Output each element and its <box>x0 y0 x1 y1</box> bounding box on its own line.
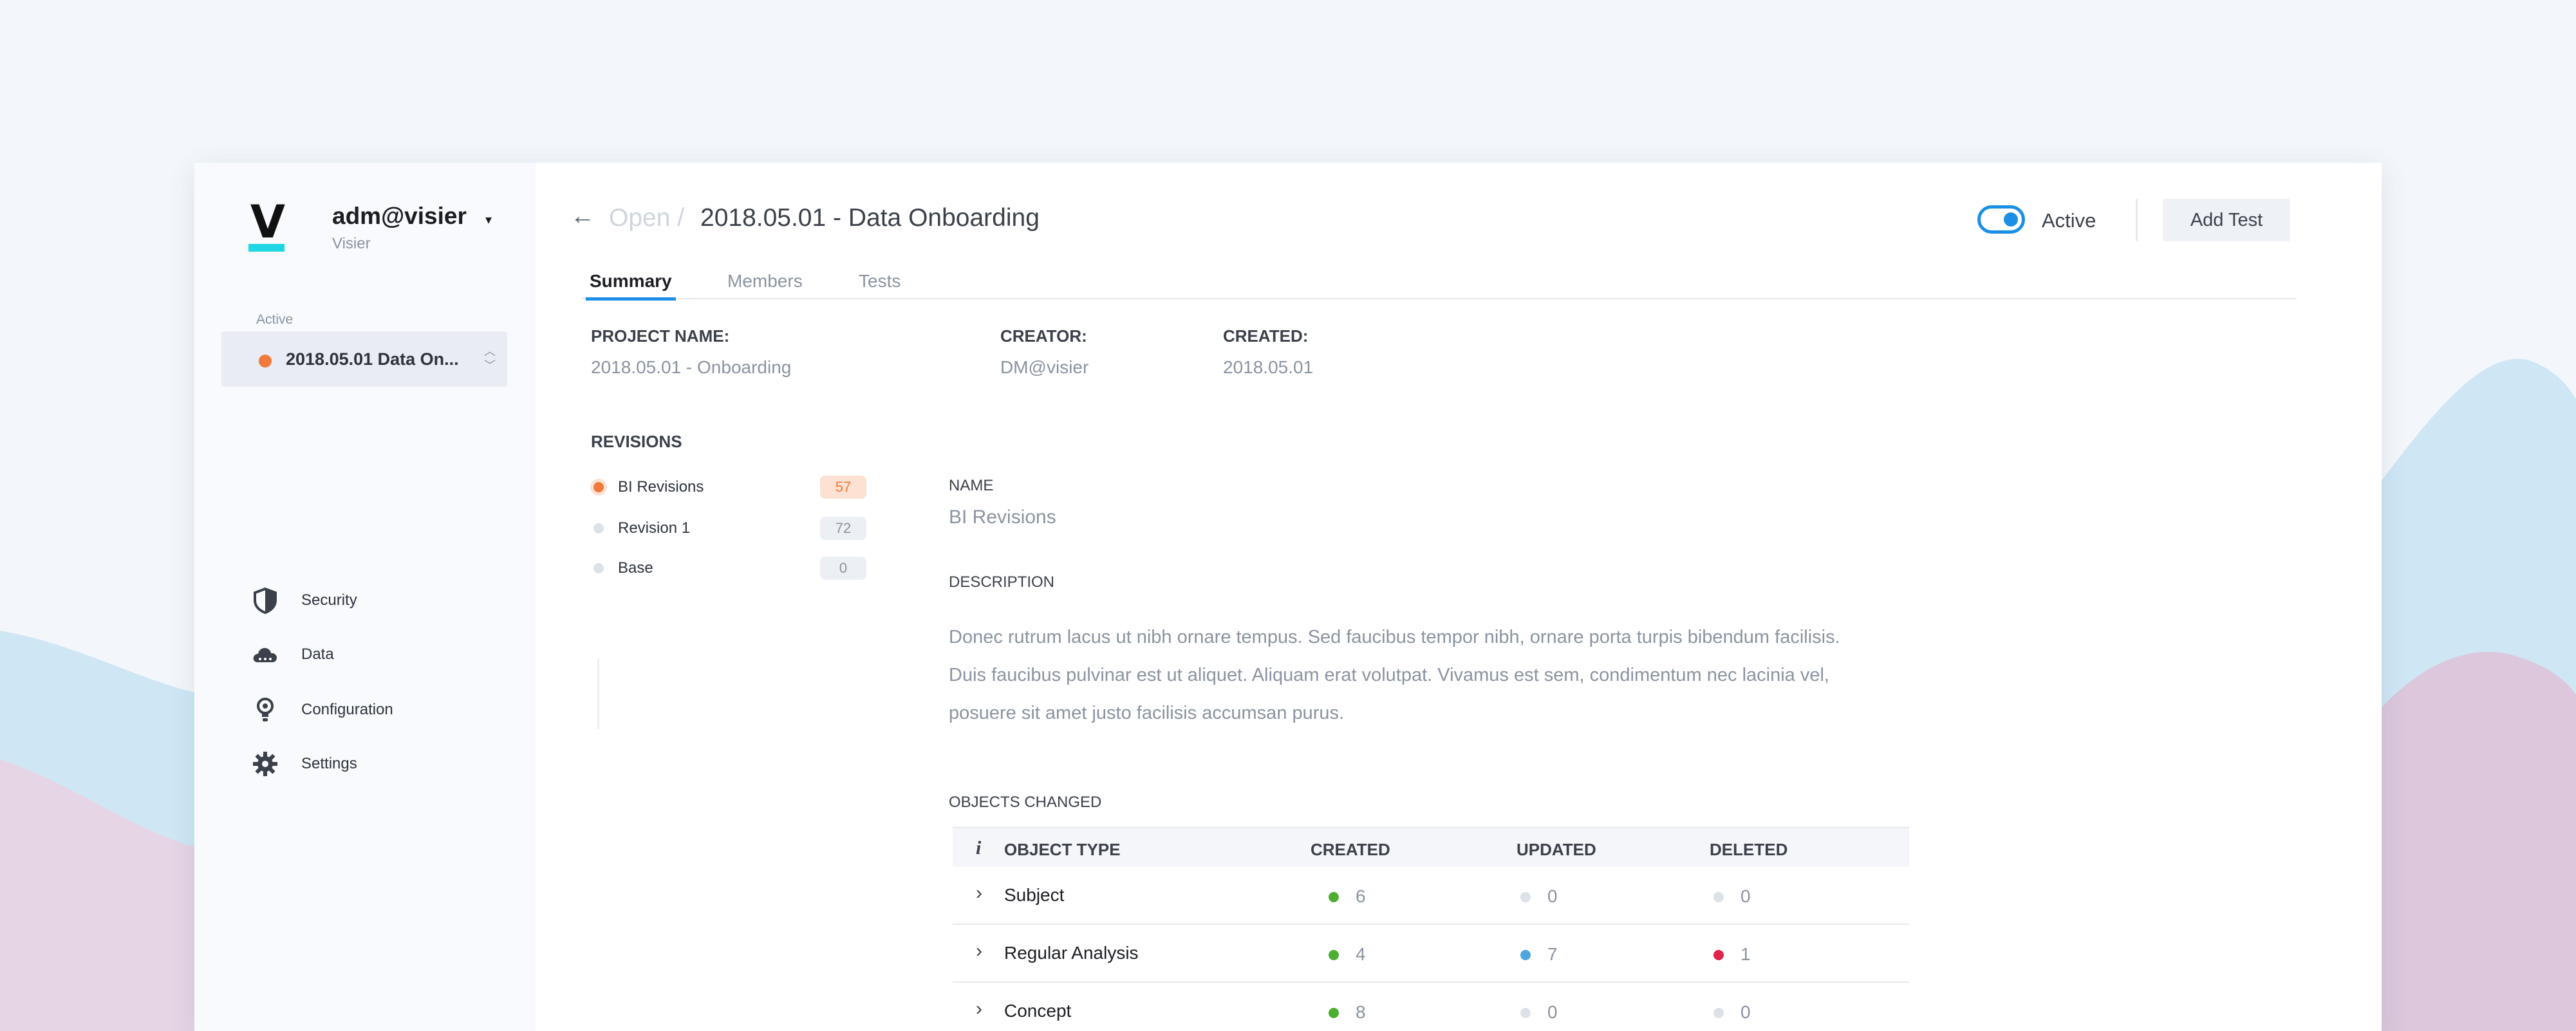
revision-connector <box>597 658 599 729</box>
updated-dot <box>1520 1008 1531 1018</box>
created-dot <box>1329 1008 1339 1018</box>
breadcrumb-open[interactable]: Open / <box>609 204 685 232</box>
sidebar-item-label: Configuration <box>301 701 393 718</box>
created-count: 6 <box>1356 886 1366 906</box>
revision-item[interactable]: Base 0 <box>591 555 868 581</box>
revisions-title: REVISIONS <box>591 432 682 451</box>
tab-bar: Summary Members Tests <box>582 271 2297 301</box>
add-test-button[interactable]: Add Test <box>2163 199 2290 241</box>
table-header: i OBJECT TYPE CREATED UPDATED DELETED <box>953 827 1909 867</box>
sidebar-item-label: Settings <box>301 755 357 772</box>
project-select-value: 2018.05.01 Data On... <box>286 349 459 369</box>
table-row[interactable]: › Regular Analysis 4 7 1 <box>953 925 1909 983</box>
creator-value: DM@visier <box>1000 357 1089 377</box>
sidebar-item-settings[interactable]: Settings <box>251 747 496 779</box>
col-created: CREATED <box>1311 840 1390 859</box>
page-title: 2018.05.01 - Data Onboarding <box>700 204 1040 232</box>
deleted-dot <box>1713 1008 1724 1018</box>
expand-chevron-icon[interactable]: › <box>976 998 982 1019</box>
deleted-count: 1 <box>1741 944 1751 964</box>
back-arrow-icon[interactable]: ← <box>570 203 595 230</box>
revision-count-badge: 57 <box>820 476 866 499</box>
app-window: V adm@visier ▾ Visier Active 2018.05.01 … <box>194 163 2382 1031</box>
description-text: Donec rutrum lacus ut nibh ornare tempus… <box>949 627 1840 723</box>
gear-icon <box>253 752 277 776</box>
revision-dot <box>593 523 604 534</box>
created-value: 2018.05.01 <box>1223 357 1314 377</box>
expand-chevron-icon[interactable]: › <box>976 882 982 904</box>
description-label: DESCRIPTION <box>949 573 1055 591</box>
col-deleted: DELETED <box>1710 840 1788 859</box>
user-name[interactable]: adm@visier <box>332 203 467 229</box>
created-dot <box>1329 950 1339 960</box>
revision-item[interactable]: Revision 1 72 <box>591 516 868 541</box>
revision-item[interactable]: BI Revisions 57 <box>591 474 868 500</box>
brand-letter: V <box>250 196 286 248</box>
created-count: 8 <box>1356 1002 1366 1022</box>
object-type: Concept <box>1004 1001 1072 1021</box>
created-count: 4 <box>1356 944 1366 964</box>
object-type: Regular Analysis <box>1004 943 1139 963</box>
col-object-type: OBJECT TYPE <box>1004 840 1121 859</box>
toggle-knob <box>2004 212 2018 227</box>
user-menu-caret-icon[interactable]: ▾ <box>485 213 492 227</box>
tab-summary[interactable]: Summary <box>586 271 676 301</box>
main-content: ← Open / 2018.05.01 - Data Onboarding Ac… <box>536 163 2382 1031</box>
deleted-count: 0 <box>1741 1002 1751 1022</box>
header-divider <box>2136 199 2138 241</box>
expand-chevron-icon[interactable]: › <box>976 940 982 961</box>
object-type: Subject <box>1004 885 1065 905</box>
shield-icon <box>254 587 277 615</box>
sidebar-item-configuration[interactable]: Configuration <box>251 693 496 725</box>
created-label: CREATED: <box>1223 326 1309 346</box>
revision-label: BI Revisions <box>618 478 704 496</box>
active-project-label: Active <box>256 312 294 327</box>
sidebar-item-security[interactable]: Security <box>251 584 496 616</box>
deleted-count: 0 <box>1741 886 1751 906</box>
sidebar: V adm@visier ▾ Visier Active 2018.05.01 … <box>194 163 536 1031</box>
project-name-label: PROJECT NAME: <box>591 326 730 346</box>
objects-changed-label: OBJECTS CHANGED <box>949 794 1102 811</box>
revision-count-badge: 0 <box>820 557 866 580</box>
updated-count: 0 <box>1547 1002 1558 1022</box>
tab-members[interactable]: Members <box>727 271 803 291</box>
active-toggle[interactable] <box>1977 205 2025 234</box>
name-value: BI Revisions <box>949 506 1056 528</box>
brand-logo[interactable]: V <box>247 196 288 252</box>
sidebar-item-label: Data <box>301 646 334 663</box>
creator-label: CREATOR: <box>1000 326 1087 346</box>
tab-tests[interactable]: Tests <box>859 271 901 291</box>
objects-changed-table: i OBJECT TYPE CREATED UPDATED DELETED › … <box>953 827 1909 1031</box>
project-name-value: 2018.05.01 - Onboarding <box>591 357 792 377</box>
brand-bar <box>248 244 285 252</box>
name-label: NAME <box>949 477 994 494</box>
info-icon[interactable]: i <box>976 837 982 859</box>
revision-dot <box>593 563 604 573</box>
bulb-icon <box>257 698 274 721</box>
updated-dot <box>1520 950 1531 960</box>
revision-label: Revision 1 <box>618 519 691 537</box>
deleted-dot <box>1713 950 1724 960</box>
table-row[interactable]: › Concept 8 0 0 <box>953 983 1909 1031</box>
created-dot <box>1329 892 1339 902</box>
cloud-icon <box>253 647 277 662</box>
table-row[interactable]: › Subject 6 0 0 <box>953 867 1909 925</box>
sidebar-item-data[interactable]: Data <box>251 638 496 670</box>
sidebar-item-label: Security <box>301 591 357 609</box>
updated-count: 7 <box>1547 944 1558 964</box>
updated-dot <box>1520 892 1531 902</box>
project-select[interactable]: 2018.05.01 Data On... ︿ ﹀ <box>221 331 507 387</box>
revision-label: Base <box>618 559 653 577</box>
updated-count: 0 <box>1547 886 1558 906</box>
select-chevrons-icon: ︿ ﹀ <box>484 345 496 372</box>
active-toggle-label: Active <box>2042 209 2096 232</box>
revision-count-badge: 72 <box>820 517 866 540</box>
project-status-dot <box>259 355 272 367</box>
deleted-dot <box>1713 892 1724 902</box>
user-org: Visier <box>332 235 371 252</box>
col-updated: UPDATED <box>1517 840 1596 859</box>
revision-dot <box>593 482 604 492</box>
